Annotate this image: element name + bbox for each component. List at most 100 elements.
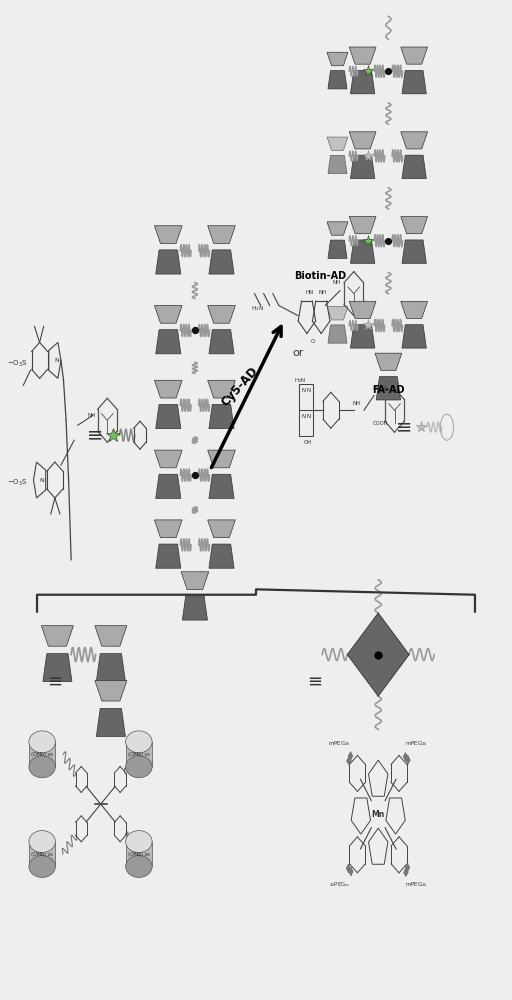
Polygon shape — [208, 226, 236, 243]
Text: ≡: ≡ — [88, 426, 104, 445]
Text: ≡: ≡ — [395, 418, 412, 437]
Polygon shape — [376, 377, 400, 400]
Text: NH: NH — [318, 290, 326, 295]
Text: mPEG$_{2k}$: mPEG$_{2k}$ — [328, 739, 351, 748]
Polygon shape — [156, 404, 181, 429]
Ellipse shape — [29, 831, 55, 853]
Polygon shape — [155, 450, 182, 468]
Polygon shape — [43, 654, 72, 682]
Ellipse shape — [125, 831, 152, 853]
Text: N: N — [55, 358, 59, 363]
Text: NH: NH — [88, 413, 96, 418]
Polygon shape — [350, 325, 375, 348]
Polygon shape — [328, 240, 347, 258]
Text: $\mathrm{H_2N}$: $\mathrm{H_2N}$ — [294, 376, 307, 385]
Text: $\mathregular{-O_3S}$: $\mathregular{-O_3S}$ — [8, 358, 28, 369]
Polygon shape — [155, 380, 182, 398]
Text: HN: HN — [306, 290, 314, 295]
Polygon shape — [328, 71, 347, 89]
Polygon shape — [209, 544, 234, 568]
Polygon shape — [96, 708, 125, 736]
Text: N: N — [39, 478, 45, 483]
Ellipse shape — [29, 731, 55, 753]
Text: Biotin-AD: Biotin-AD — [294, 271, 346, 281]
Polygon shape — [208, 380, 236, 398]
Text: OH: OH — [303, 440, 312, 445]
Polygon shape — [375, 353, 402, 370]
Polygon shape — [350, 155, 375, 179]
Text: $\mathrm{H_2N}$: $\mathrm{H_2N}$ — [251, 305, 264, 313]
Polygon shape — [401, 47, 428, 64]
Polygon shape — [327, 222, 348, 235]
Text: N: N — [302, 414, 306, 419]
Ellipse shape — [125, 856, 152, 877]
Polygon shape — [402, 325, 426, 348]
Text: FA-AD: FA-AD — [372, 385, 404, 395]
Polygon shape — [350, 70, 375, 94]
Polygon shape — [328, 325, 347, 343]
Polygon shape — [327, 137, 348, 150]
Polygon shape — [155, 226, 182, 243]
FancyBboxPatch shape — [29, 742, 55, 767]
Polygon shape — [327, 52, 348, 66]
Text: N: N — [306, 388, 311, 393]
Polygon shape — [401, 217, 428, 234]
Text: $(OMe)_{105}$: $(OMe)_{105}$ — [126, 850, 151, 859]
Polygon shape — [209, 404, 234, 429]
Polygon shape — [209, 474, 234, 498]
Ellipse shape — [29, 856, 55, 877]
FancyBboxPatch shape — [125, 842, 152, 866]
Polygon shape — [95, 681, 127, 701]
Polygon shape — [209, 330, 234, 354]
Polygon shape — [155, 520, 182, 538]
Polygon shape — [156, 330, 181, 354]
Polygon shape — [349, 132, 376, 149]
Text: COOH: COOH — [373, 421, 388, 426]
Text: O: O — [311, 339, 315, 344]
Text: $\mathregular{-O_3S}$: $\mathregular{-O_3S}$ — [8, 478, 28, 488]
Text: N: N — [306, 414, 311, 419]
Polygon shape — [402, 70, 426, 94]
Ellipse shape — [29, 756, 55, 778]
Ellipse shape — [125, 756, 152, 778]
Text: ≡: ≡ — [47, 672, 62, 690]
Polygon shape — [209, 250, 234, 274]
Polygon shape — [156, 544, 181, 568]
Text: Cy5-AD: Cy5-AD — [219, 364, 261, 409]
Text: or: or — [293, 348, 304, 358]
Polygon shape — [401, 301, 428, 318]
Polygon shape — [349, 301, 376, 318]
Polygon shape — [181, 572, 209, 589]
Text: mPEG$_{2k}$: mPEG$_{2k}$ — [406, 739, 429, 748]
FancyBboxPatch shape — [29, 842, 55, 866]
Polygon shape — [347, 613, 409, 696]
Text: N: N — [302, 388, 306, 393]
Polygon shape — [402, 240, 426, 263]
Polygon shape — [350, 240, 375, 263]
Text: ≡: ≡ — [307, 672, 322, 690]
Text: NH: NH — [352, 401, 360, 406]
Polygon shape — [41, 626, 73, 646]
Text: $(OMe)_{105}$: $(OMe)_{105}$ — [126, 750, 151, 759]
Polygon shape — [155, 306, 182, 323]
Polygon shape — [402, 155, 426, 179]
Polygon shape — [182, 596, 207, 620]
Polygon shape — [349, 47, 376, 64]
Ellipse shape — [125, 731, 152, 753]
Text: COOH: COOH — [373, 386, 388, 391]
Polygon shape — [208, 306, 236, 323]
Text: $(OMe)_{105}$: $(OMe)_{105}$ — [30, 850, 54, 859]
Polygon shape — [156, 250, 181, 274]
Polygon shape — [156, 474, 181, 498]
Polygon shape — [401, 132, 428, 149]
Text: $_{2k}$PEG$_m$: $_{2k}$PEG$_m$ — [329, 881, 350, 889]
Text: NH: NH — [332, 280, 340, 285]
Text: $(OMe)_{105}$: $(OMe)_{105}$ — [30, 750, 54, 759]
Polygon shape — [95, 626, 127, 646]
Polygon shape — [328, 155, 347, 174]
Polygon shape — [327, 307, 348, 320]
Polygon shape — [349, 217, 376, 234]
Polygon shape — [96, 654, 125, 682]
Text: Mn: Mn — [372, 810, 385, 819]
Text: mPEG$_{2k}$: mPEG$_{2k}$ — [406, 881, 429, 889]
